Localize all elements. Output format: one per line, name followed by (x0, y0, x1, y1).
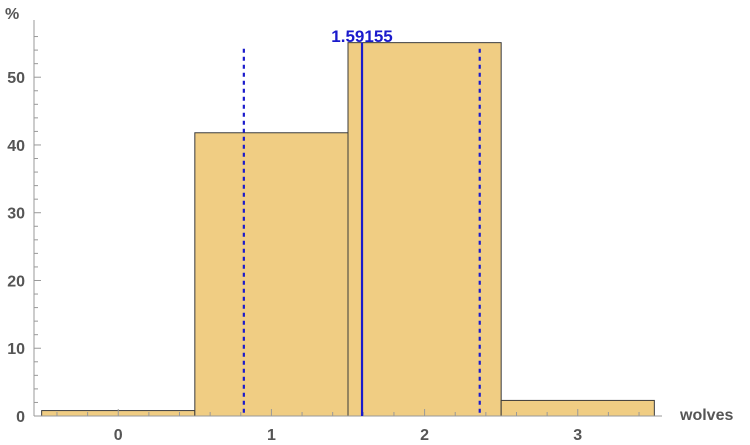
y-tick-label: 0 (16, 409, 25, 426)
x-tick-label: 1 (267, 427, 276, 444)
y-tick-label: 10 (7, 341, 25, 358)
x-axis-title: wolves (679, 407, 733, 424)
reference-lines-layer (242, 42, 481, 416)
x-tick-label: 2 (420, 427, 429, 444)
mean-value-label: 1.59155 (331, 27, 392, 46)
y-tick-label: 40 (7, 138, 25, 155)
y-tick-label: 30 (7, 206, 25, 223)
histogram-bar-2 (347, 42, 502, 417)
x-tick-label: 0 (114, 427, 123, 444)
axes-layer: 0 10 20 30 40 50 0 1 2 3 (7, 20, 662, 444)
bars-layer (41, 42, 655, 417)
histogram-bar-1 (194, 132, 349, 417)
y-axis-title: % (5, 6, 19, 23)
y-tick-label: 50 (7, 70, 25, 87)
x-tick-label: 3 (573, 427, 582, 444)
y-tick-label: 20 (7, 273, 25, 290)
